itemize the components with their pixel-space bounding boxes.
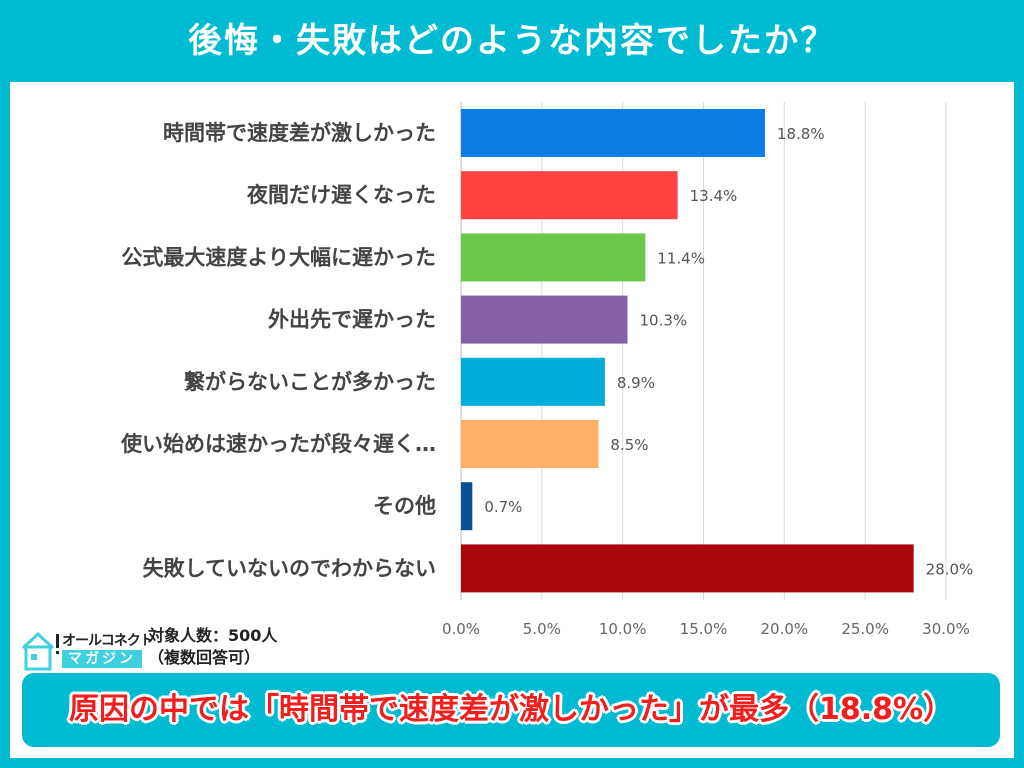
sample-size: 対象人数：500人 (148, 626, 278, 645)
category-label: 外出先で遅かった (268, 308, 436, 332)
bar (461, 109, 765, 157)
x-tick-label: 10.0% (599, 620, 647, 638)
logo-name: オールコネクト (62, 633, 154, 649)
data-label: 10.3% (640, 312, 688, 330)
category-label: 時間帯で速度差が激しかった (163, 121, 436, 145)
logo-sub: マガジン (62, 650, 142, 668)
bar (461, 544, 914, 593)
data-label: 18.8% (777, 125, 825, 143)
x-tick-label: 30.0% (922, 620, 970, 638)
x-tick-label: 0.0% (442, 620, 480, 638)
x-tick-label: 5.0% (523, 620, 561, 638)
summary-banner: 原因の中では「時間帯で速度差が激しかった」が最多（18.8%） (22, 673, 1000, 747)
bar (461, 482, 473, 531)
bar (461, 357, 605, 406)
bar (461, 420, 599, 468)
bar (461, 171, 678, 220)
bar (461, 295, 628, 344)
data-label: 8.5% (610, 436, 648, 454)
sample-info: 対象人数：500人 （複数回答可） (148, 625, 277, 669)
x-tick-label: 20.0% (761, 620, 809, 638)
data-label: 0.7% (484, 498, 522, 516)
category-label: 公式最大速度より大幅に遅かった (121, 245, 436, 269)
house-logo-icon (21, 631, 59, 671)
category-label: その他 (373, 494, 436, 518)
x-tick-label: 25.0% (841, 620, 889, 638)
category-label: 夜間だけ遅くなった (246, 183, 436, 207)
sample-note: （複数回答可） (148, 648, 261, 667)
data-label: 13.4% (690, 187, 738, 205)
category-label: 繋がらないことが多かった (184, 370, 436, 394)
page-title: 後悔・失敗はどのような内容でしたか？ (188, 21, 836, 61)
x-tick-label: 15.0% (680, 620, 728, 638)
category-label: 失敗していないのでわからない (143, 556, 436, 580)
category-label: 使い始めは速かったが段々遅く… (120, 432, 436, 456)
data-label: 11.4% (657, 249, 705, 267)
data-label: 8.9% (617, 374, 655, 392)
data-label: 28.0% (926, 560, 974, 578)
bar (461, 233, 646, 282)
